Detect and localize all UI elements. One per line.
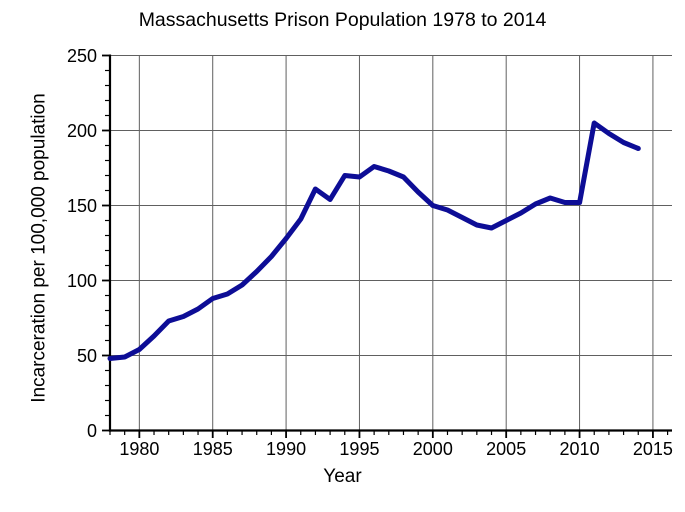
x-tick-label: 2010	[560, 439, 600, 459]
x-tick-label: 1995	[339, 439, 379, 459]
x-tick-label: 1990	[266, 439, 306, 459]
y-tick-label: 0	[87, 421, 97, 441]
chart-title: Massachusetts Prison Population 1978 to …	[138, 9, 547, 31]
x-tick-label: 1980	[119, 439, 159, 459]
x-tick-label: 2005	[486, 439, 526, 459]
y-tick-label: 100	[67, 271, 97, 291]
x-tick-label: 2015	[633, 439, 673, 459]
y-tick-label: 250	[67, 46, 97, 66]
y-tick-label: 150	[67, 196, 97, 216]
x-axis-label: Year	[323, 466, 362, 487]
x-tick-label: 1985	[193, 439, 233, 459]
y-tick-label: 50	[77, 346, 97, 366]
y-tick-label: 200	[67, 121, 97, 141]
x-tick-label: 2000	[413, 439, 453, 459]
data-series-line	[107, 120, 641, 361]
